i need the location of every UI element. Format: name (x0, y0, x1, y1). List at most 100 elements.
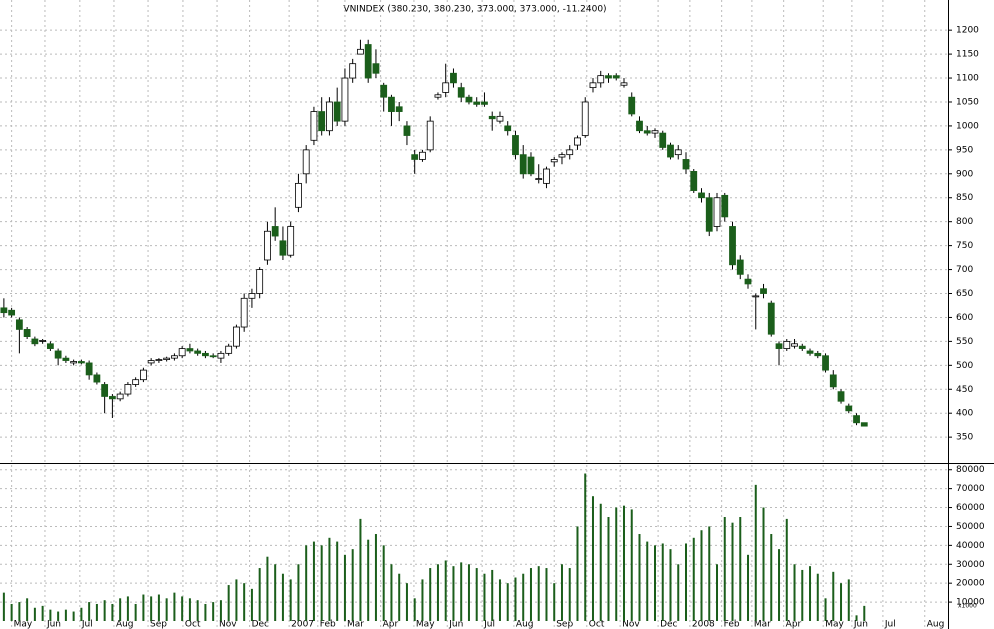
x-tick-label: Jul (483, 620, 495, 629)
y-tick-label: 40000 (956, 541, 985, 551)
candle-body (202, 352, 209, 357)
y-tick-label: 950 (956, 145, 973, 155)
volume-bar (351, 549, 354, 621)
candle-body (581, 101, 589, 136)
volume-bar (716, 564, 719, 621)
volume-bar (599, 503, 602, 621)
candle-body (496, 115, 504, 122)
volume-bar (444, 560, 447, 621)
candle-body (23, 329, 31, 337)
candle-body (372, 63, 380, 74)
volume-bar (622, 505, 625, 621)
candle-body (419, 151, 426, 160)
volume-bar (491, 569, 494, 621)
x-tick-label: Mar (754, 620, 771, 629)
x-tick-label: Jun (448, 620, 463, 629)
candle-body (62, 357, 70, 361)
candle-body (364, 44, 372, 79)
candle-body (31, 338, 39, 345)
volume-bar (41, 605, 44, 621)
volume-bar (475, 568, 478, 621)
candle-body (209, 355, 217, 358)
candle-body (403, 125, 411, 136)
candle-body (605, 75, 612, 79)
volume-bar (661, 543, 664, 621)
volume-bar (793, 564, 796, 621)
x-tick-label: Dec (252, 620, 269, 629)
volume-bar (677, 564, 680, 621)
candle-body (628, 96, 636, 115)
candle-body (46, 343, 54, 349)
candle-body (845, 405, 853, 412)
candle-body (233, 326, 240, 347)
x-tick-label: May (14, 620, 33, 629)
volume-bar (778, 549, 781, 621)
candle-body (264, 230, 271, 261)
candle-body (527, 156, 535, 175)
volume-bar (723, 517, 726, 621)
x-tick-label: Oct (589, 620, 605, 629)
volume-bar (57, 611, 60, 621)
candle-body (729, 226, 736, 266)
volume-bar (258, 568, 261, 621)
volume-bar (615, 507, 618, 621)
candle-body (837, 391, 845, 402)
volume-bar (250, 588, 253, 621)
volume-bar (576, 526, 579, 621)
candle-body (326, 101, 333, 132)
volume-bar (359, 518, 362, 621)
volume-bar (421, 579, 424, 621)
y-tick-label: 800 (956, 217, 973, 227)
volume-bar (506, 583, 509, 621)
candle-body (736, 259, 744, 275)
y-tick-label: 30000 (956, 560, 985, 570)
x-tick-label: Feb (724, 620, 740, 629)
candle-body (651, 130, 659, 134)
volume-bar (297, 564, 300, 621)
volume-bar (708, 526, 711, 621)
volume-bar (150, 596, 153, 621)
candle-body (481, 101, 488, 105)
candle-body (388, 96, 395, 112)
x-tick-label: Sep (150, 620, 167, 629)
y-tick-label: 850 (956, 193, 973, 203)
volume-bar (847, 579, 850, 621)
candle-body (791, 343, 798, 347)
volume-bar (111, 603, 114, 621)
candle-body (171, 355, 178, 359)
volume-bar (436, 564, 439, 621)
volume-unit: x1000 (958, 603, 977, 610)
candle-body (775, 343, 783, 349)
candle-body (93, 374, 101, 383)
candle-body (519, 154, 527, 175)
volume-bar (336, 541, 339, 621)
volume-bar (173, 592, 176, 621)
candle-body (155, 359, 163, 361)
candle-body (853, 415, 860, 424)
volume-bar (119, 598, 122, 621)
volume-bar (2, 592, 5, 621)
volume-bar (142, 594, 145, 621)
volume-bar (498, 579, 501, 621)
candle-body (744, 278, 752, 285)
volume-bar (204, 603, 207, 621)
volume-bar (591, 496, 594, 621)
candle-body (147, 360, 155, 364)
volume-bar (692, 537, 695, 621)
volume-bar (18, 602, 21, 621)
volume-bar (88, 602, 91, 621)
candle-body (698, 192, 705, 199)
candle-body (760, 288, 767, 294)
candle-body (512, 135, 519, 156)
volume-bar (809, 566, 812, 621)
candle-body (186, 348, 194, 352)
candle-body (380, 84, 388, 98)
candle-body (395, 106, 403, 112)
candle-body (767, 302, 775, 335)
x-tick-label: Jul (81, 620, 93, 629)
candle-body (643, 130, 651, 134)
volume-bar (289, 579, 292, 621)
candle-body (341, 77, 349, 122)
candle-body (705, 197, 713, 232)
